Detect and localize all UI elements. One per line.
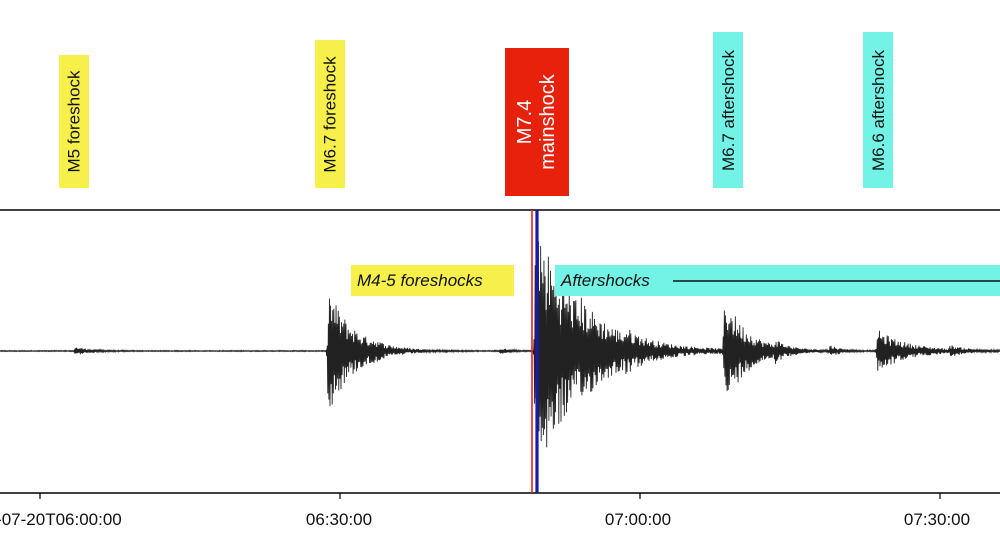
label-m67-foreshock-text: M6.7 foreshock xyxy=(320,55,340,173)
label-m5-foreshock-text: M5 foreshock xyxy=(64,70,84,173)
x-tick-label-1: 06:30:00 xyxy=(305,510,373,529)
label-m67-aftershock: M6.7 aftershock xyxy=(713,32,743,188)
label-m74-mainshock-line1: M7.4 xyxy=(514,99,537,145)
label-m5-foreshock: M5 foreshock xyxy=(59,55,89,188)
annotation-foreshocks-text: M4-5 foreshocks xyxy=(357,270,483,290)
label-m67-aftershock-text: M6.7 aftershock xyxy=(718,49,738,171)
annotation-aftershocks: Aftershocks xyxy=(555,265,1000,296)
label-m66-aftershock: M6.6 aftershock xyxy=(863,32,893,188)
annotation-aftershocks-text: Aftershocks xyxy=(561,270,650,290)
plot-frame xyxy=(0,209,1000,494)
label-m67-foreshock: M6.7 foreshock xyxy=(315,40,345,188)
label-m74-mainshock: M7.4 mainshock xyxy=(505,48,569,196)
x-tick-label-0: 2017-07-20T06:00:00 xyxy=(0,510,122,529)
label-m74-mainshock-line2: mainshock xyxy=(537,74,560,170)
x-tick-label-2: 07:00:00 xyxy=(604,510,672,529)
label-m66-aftershock-text: M6.6 aftershock xyxy=(868,49,888,171)
annotation-foreshocks: M4-5 foreshocks xyxy=(351,265,514,296)
waveform-trace xyxy=(0,241,1000,468)
x-tick-label-3: 07:30:00 xyxy=(903,510,971,529)
